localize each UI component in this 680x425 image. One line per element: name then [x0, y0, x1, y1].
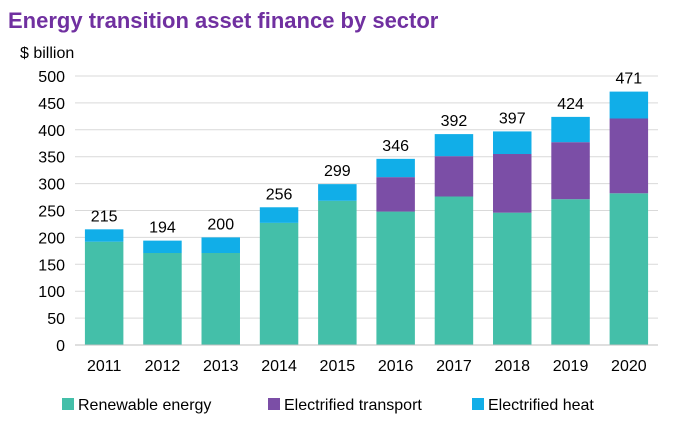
y-tick-label: 350: [38, 150, 65, 167]
chart-title: Energy transition asset finance by secto…: [8, 8, 439, 33]
bar-segment: [376, 158, 415, 178]
bar-segment: [551, 116, 590, 143]
x-tick-label: 2015: [320, 358, 356, 375]
legend-swatch: [268, 398, 280, 410]
legend-swatch: [62, 398, 74, 410]
y-axis-ticks: 0 50 100 150 200 250 300 350 400 450 500: [38, 69, 65, 355]
bar-segment: [143, 253, 182, 345]
x-tick-label: 2012: [145, 358, 181, 375]
y-tick-label: 150: [38, 257, 65, 274]
y-tick-label: 300: [38, 177, 65, 194]
bar-segment: [493, 212, 532, 345]
bars: [84, 91, 649, 345]
y-tick-label: 100: [38, 284, 65, 301]
y-tick-label: 200: [38, 230, 65, 247]
y-tick-label: 250: [38, 204, 65, 221]
total-label: 392: [441, 113, 468, 130]
x-tick-label: 2017: [436, 358, 472, 375]
bar-segment: [143, 240, 182, 254]
y-tick-label: 450: [38, 96, 65, 113]
total-label: 299: [324, 163, 351, 180]
legend-label: Electrified heat: [488, 397, 594, 414]
total-label: 346: [382, 138, 409, 155]
total-label: 215: [91, 208, 118, 225]
bar-segment: [376, 177, 415, 212]
bar-segment: [259, 207, 299, 223]
bar-segment: [376, 211, 415, 345]
x-tick-label: 2014: [261, 358, 297, 375]
total-label: 397: [499, 110, 526, 127]
bar-segment: [434, 196, 474, 345]
y-tick-label: 0: [56, 338, 65, 355]
x-tick-label: 2020: [611, 358, 647, 375]
legend-swatch: [472, 398, 484, 410]
bar-segment: [493, 154, 532, 213]
bar-segment: [609, 193, 649, 345]
bar-segment: [551, 142, 590, 200]
legend-label: Electrified transport: [284, 397, 422, 414]
y-tick-label: 500: [38, 69, 65, 86]
y-tick-label: 50: [47, 311, 65, 328]
bar-segment: [434, 156, 474, 197]
bar-segment: [609, 118, 649, 194]
legend-label: Renewable energy: [78, 397, 211, 414]
x-tick-label: 2011: [87, 358, 122, 375]
bar-segment: [201, 253, 240, 345]
y-tick-label: 400: [38, 123, 65, 140]
x-tick-label: 2019: [553, 358, 589, 375]
total-label: 424: [557, 96, 584, 113]
total-label: 471: [615, 71, 642, 88]
x-tick-label: 2018: [494, 358, 530, 375]
bar-segment: [84, 241, 124, 345]
bar-segment: [201, 237, 240, 254]
total-label: 256: [266, 186, 293, 203]
x-tick-label: 2013: [203, 358, 239, 375]
total-label: 200: [207, 216, 234, 233]
bar-segment: [318, 184, 357, 201]
x-tick-label: 2016: [378, 358, 414, 375]
bar-segment: [259, 222, 299, 345]
y-axis-label: $ billion: [20, 45, 74, 62]
bar-segment: [493, 131, 532, 155]
bar-segment: [434, 134, 474, 157]
total-label: 194: [149, 220, 176, 237]
x-axis-ticks: 2011 2012 2013 2014 2015 2016 2017 2018 2019 2020: [87, 358, 647, 375]
total-labels: 215 194 200 256 299 346 392 397 424 471: [91, 71, 642, 237]
bar-segment: [318, 200, 357, 345]
bar-segment: [551, 199, 590, 345]
bar-segment: [609, 91, 649, 119]
bar-segment: [84, 229, 124, 242]
legend: Renewable energy Electrified transport Ele…: [62, 397, 594, 414]
